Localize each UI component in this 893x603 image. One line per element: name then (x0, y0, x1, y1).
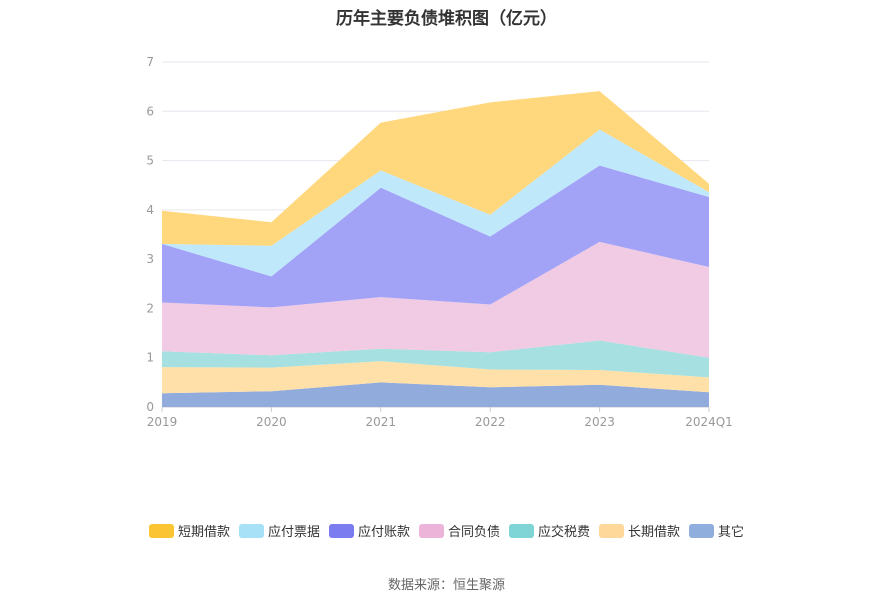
y-tick-label: 7 (146, 55, 154, 69)
legend-item[interactable]: 其它 (689, 521, 744, 540)
x-tick-label: 2021 (366, 415, 397, 429)
legend-swatch (599, 523, 625, 538)
area-应付票据 (162, 129, 709, 277)
y-tick-label: 6 (146, 104, 154, 118)
y-tick-label: 3 (146, 252, 154, 266)
legend-swatch (328, 523, 354, 538)
legend-label: 应付账款 (357, 525, 410, 540)
x-tick-label: 2019 (147, 415, 178, 429)
legend-item[interactable]: 应付票据 (238, 521, 320, 540)
axes: 0 1 2 3 4 5 6 7 2019 2020 2021 2022 2023 2024Q1 (146, 55, 732, 429)
legend-item[interactable]: 应付账款 (328, 521, 410, 540)
area-series (162, 91, 709, 407)
area-长期借款 (162, 361, 709, 394)
x-tick-label: 2022 (475, 415, 506, 429)
y-tick-label: 0 (146, 400, 154, 414)
legend-swatch (418, 523, 444, 538)
legend-item[interactable]: 短期借款 (148, 521, 230, 540)
area-其它 (162, 382, 709, 407)
x-tick-label: 2020 (256, 415, 287, 429)
legend-item[interactable]: 长期借款 (599, 521, 680, 540)
legend-swatch (148, 523, 174, 538)
y-tick-label: 5 (146, 154, 154, 168)
x-tick-label: 2023 (584, 415, 615, 429)
area-应付账款 (162, 165, 709, 308)
area-短期借款 (162, 91, 709, 246)
legend-swatch (509, 523, 534, 538)
legend-swatch (689, 523, 715, 538)
legend-label: 应付票据 (267, 525, 320, 540)
legend-label: 其它 (718, 525, 745, 540)
y-tick-label: 1 (146, 351, 154, 365)
stacked-area-chart: 0 1 2 3 4 5 6 7 2019 2020 2021 2022 2023 2024Q1 (146, 55, 732, 429)
legend: 短期借款 应付票据 应付账款 合同负债 应交税费 长期借款 其它 (0, 521, 893, 540)
area-合同负债 (162, 241, 709, 358)
chart-title: 历年主要负债堆积图（亿元） (336, 9, 557, 29)
legend-item[interactable]: 合同负债 (418, 521, 500, 540)
legend-label: 合同负债 (447, 525, 500, 540)
legend-swatch (238, 523, 264, 538)
y-tick-label: 2 (146, 301, 154, 315)
source-note: 数据来源：恒生聚源 (387, 578, 505, 593)
y-tick-label: 4 (146, 203, 154, 217)
x-tick-label: 2024Q1 (685, 415, 733, 429)
legend-label: 长期借款 (628, 525, 681, 540)
legend-label: 短期借款 (177, 525, 230, 540)
area-应交税费 (162, 340, 709, 378)
legend-item[interactable]: 应交税费 (509, 521, 590, 540)
legend-label: 应交税费 (538, 525, 591, 540)
